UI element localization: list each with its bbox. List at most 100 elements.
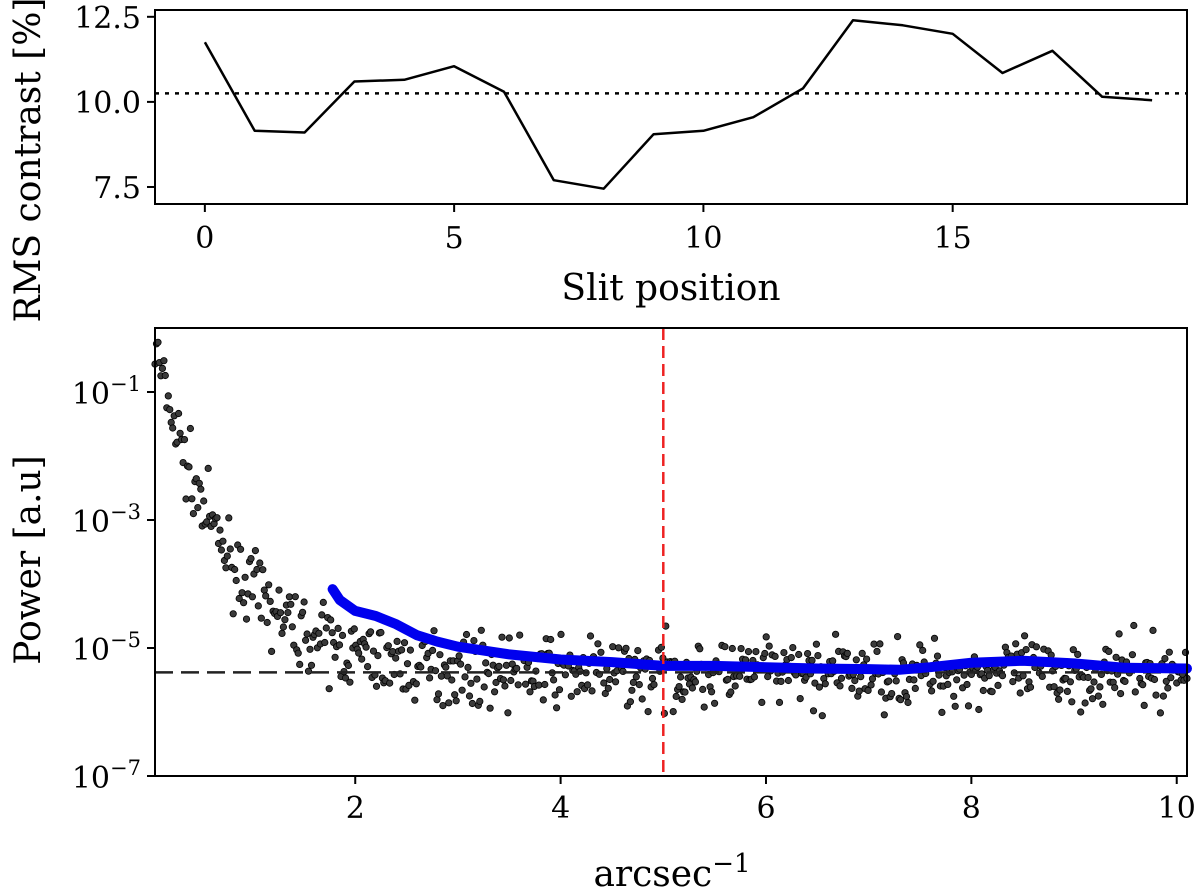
scatter-point (893, 632, 902, 641)
scatter-point (609, 643, 617, 651)
scatter-point (868, 675, 877, 683)
top-y-tick-label: 10.0 (74, 86, 141, 121)
scatter-point (216, 526, 224, 534)
scatter-point (877, 688, 886, 696)
scatter-point (425, 674, 434, 682)
scatter-point (731, 682, 739, 690)
scatter-point (464, 663, 472, 672)
scatter-point (231, 565, 239, 574)
scatter-point (812, 640, 821, 648)
scatter-point (186, 424, 194, 433)
scatter-point (787, 653, 795, 662)
top-plot-frame (154, 9, 1188, 205)
scatter-point (837, 674, 846, 682)
scatter-point (185, 463, 193, 471)
scatter-point (561, 671, 570, 679)
scatter-point (551, 691, 559, 699)
scatter-point (235, 594, 243, 603)
scatter-point (452, 697, 460, 705)
scatter-point (291, 593, 299, 601)
scatter-point (600, 679, 608, 687)
scatter-point (848, 684, 856, 693)
scatter-point (304, 667, 313, 675)
scatter-point (237, 545, 245, 553)
scatter-point (338, 631, 347, 640)
scatter-point (752, 647, 760, 656)
scatter-point (1074, 650, 1082, 659)
scatter-point (611, 678, 620, 686)
scatter-point (896, 696, 905, 704)
top-y-tick-label: 7.5 (93, 171, 141, 206)
scatter-point (555, 686, 564, 694)
top-x-ticks: 0 5 10 15 (195, 204, 972, 256)
scatter-point (188, 495, 196, 503)
scatter-point (1069, 646, 1077, 654)
scatter-point (811, 679, 819, 687)
scatter-point (775, 698, 784, 707)
scatter-point (502, 661, 510, 669)
scatter-point (784, 676, 793, 685)
scatter-point (437, 672, 445, 680)
scatter-point (242, 615, 251, 623)
scatter-point (831, 630, 840, 638)
scatter-point (1038, 672, 1046, 681)
scatter-point (436, 651, 444, 659)
scatter-point (262, 592, 270, 600)
bottom-x-tick-label: 8 (962, 791, 981, 826)
scatter-point (644, 707, 652, 716)
scatter-point (331, 653, 339, 661)
bottom-y-tick-label: 10−1 (72, 372, 141, 412)
scatter-point (892, 677, 900, 685)
scatter-point (241, 573, 249, 581)
scatter-point (467, 679, 475, 687)
scatter-point (707, 688, 716, 696)
scatter-point (321, 638, 329, 647)
scatter-point (166, 405, 174, 414)
bottom-x-tick-label: 6 (756, 791, 775, 826)
scatter-point (927, 687, 936, 695)
scatter-point (254, 602, 262, 610)
scatter-point (761, 649, 769, 658)
scatter-point (1096, 683, 1104, 691)
scatter-point (648, 674, 657, 683)
scatter-point (944, 680, 952, 689)
scatter-point (829, 657, 837, 665)
scatter-point (614, 644, 623, 652)
scatter-point (851, 676, 859, 685)
scatter-point (328, 629, 336, 637)
scatter-point (676, 673, 685, 681)
scatter-point (762, 633, 770, 641)
scatter-point (858, 649, 866, 658)
scatter-point (372, 682, 381, 690)
scatter-point (279, 623, 287, 631)
scatter-point (904, 698, 912, 707)
scatter-point (482, 659, 490, 667)
scatter-point (298, 608, 307, 616)
scatter-point (203, 518, 211, 526)
scatter-point (263, 618, 271, 627)
scatter-point (780, 648, 788, 657)
scatter-point (229, 610, 237, 618)
scatter-point (1139, 681, 1147, 689)
bottom-y-tick-label: 10−3 (72, 500, 141, 540)
scatter-point (325, 685, 333, 693)
scatter-point (346, 678, 354, 686)
scatter-point (1020, 632, 1029, 640)
bottom-smoothed-spectrum-line (327, 584, 1192, 675)
scatter-point (281, 616, 289, 624)
scatter-point (465, 692, 474, 700)
scatter-point (843, 649, 852, 658)
scatter-point (724, 675, 732, 684)
bottom-x-tick-label: 2 (346, 791, 365, 826)
scatter-point (1022, 645, 1030, 654)
scatter-point (439, 701, 447, 710)
scatter-point (880, 711, 888, 719)
bottom-x-axis-label: arcsec−1 (593, 849, 750, 893)
scatter-point (583, 681, 592, 689)
scatter-point (265, 581, 273, 589)
scatter-point (1026, 683, 1035, 691)
scatter-point (514, 681, 522, 689)
top-x-tick-label: 5 (445, 221, 464, 256)
scatter-point (588, 687, 596, 695)
scatter-point (161, 371, 169, 380)
